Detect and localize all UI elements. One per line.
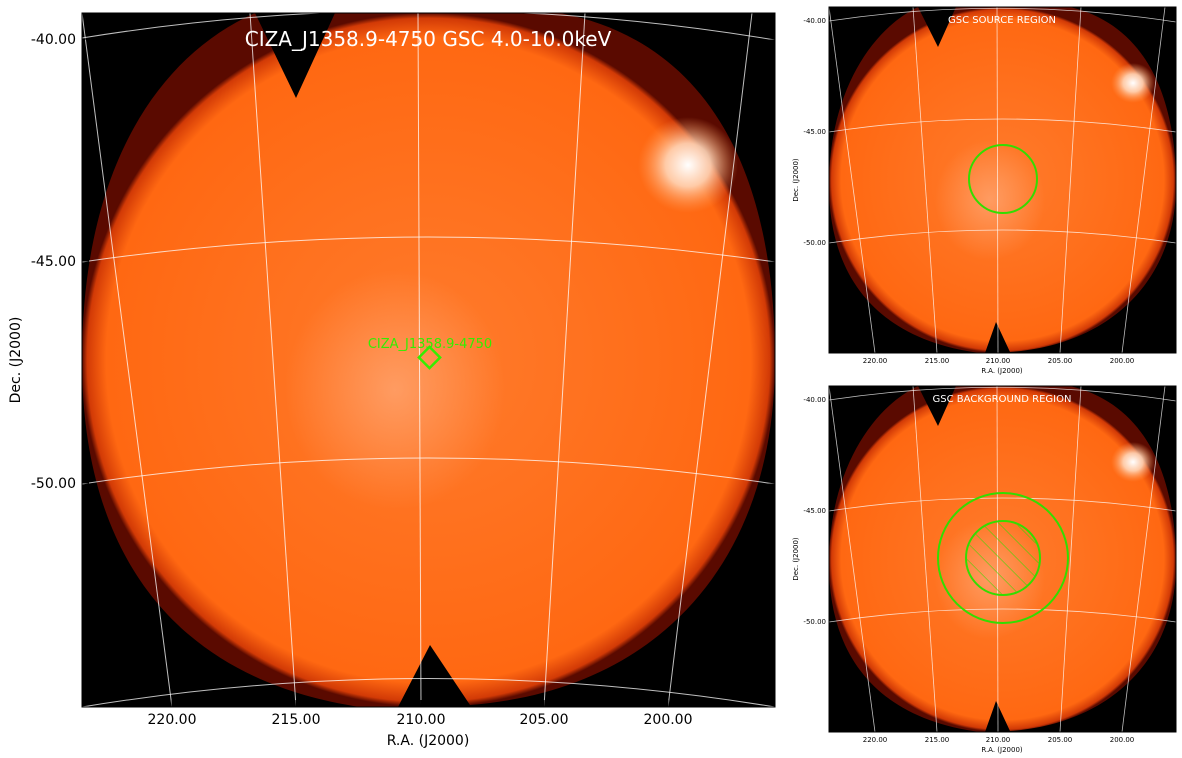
source-ytick-45: -45.00 [803,128,826,136]
background-outer-circle [937,492,1069,624]
background-panel: GSC BACKGROUND REGION 220.00 215.00 210.… [792,385,1177,754]
main-grid-dec-40 [81,10,776,41]
source-coordinate-grid [828,6,1177,354]
background-axes-frame [828,385,1177,733]
main-xlabel: R.A. (J2000) [387,733,470,749]
main-grid-ra-200 [667,12,753,708]
background-xtick-210: 210.00 [986,736,1011,744]
background-xtick-200: 200.00 [1110,736,1135,744]
main-xtick-205: 205.00 [520,712,569,728]
source-xtick-205: 205.00 [1048,357,1073,365]
main-axes-frame [81,12,776,708]
main-grid-dec-45 [81,236,776,263]
source-panel: GSC SOURCE REGION 220.00 215.00 210.00 2… [792,6,1177,375]
background-inner-circle [965,520,1041,596]
main-title: CIZA_J1358.9-4750 GSC 4.0-10.0keV [245,27,612,51]
background-ylabel: Dec. (J2000) [792,537,800,581]
source-axes-frame [828,6,1177,354]
background-ytick-50: -50.00 [803,618,826,626]
background-xtick-220: 220.00 [863,736,888,744]
main-cluster-emission [285,270,505,510]
background-excluded-hatch [967,522,1039,594]
source-ylabel: Dec. (J2000) [792,158,800,202]
main-grid-ra-215 [249,12,297,708]
main-ytick-50: -50.00 [31,476,76,492]
main-bright-source [638,117,738,213]
background-ytick-40: -40.00 [803,396,826,404]
main-xtick-200: 200.00 [644,712,693,728]
main-panel: CIZA_J1358.9-4750 CIZA_J1358.9-4750 GSC … [8,10,776,749]
main-xtick-210: 210.00 [397,712,446,728]
background-xtick-205: 205.00 [1048,736,1073,744]
source-title: GSC SOURCE REGION [948,15,1056,26]
main-source-marker [417,345,442,370]
main-grid-ra-220 [81,12,173,708]
background-ytick-45: -45.00 [803,507,826,515]
main-grid-ra-205 [543,12,586,708]
main-xtick-215: 215.00 [272,712,321,728]
background-xlabel: R.A. (J2000) [981,746,1023,754]
source-xtick-215: 215.00 [925,357,950,365]
main-ytick-40: -40.00 [31,32,76,48]
main-grid-ra-210 [417,12,422,708]
main-ytick-45: -45.00 [31,254,76,270]
main-source-label: CIZA_J1358.9-4750 [368,337,492,352]
background-bright-source [1111,442,1155,482]
source-xtick-210: 210.00 [986,357,1011,365]
main-ylabel: Dec. (J2000) [8,317,24,404]
main-grid-dec-50 [81,457,776,485]
source-region-circle [968,144,1038,214]
main-grid-dec-55 [81,678,776,708]
main-coordinate-grid [81,10,776,708]
source-ytick-50: -50.00 [803,239,826,247]
background-title: GSC BACKGROUND REGION [933,394,1072,405]
main-xtick-220: 220.00 [148,712,197,728]
main-ticks [82,38,775,707]
background-xtick-215: 215.00 [925,736,950,744]
source-xtick-200: 200.00 [1110,357,1135,365]
source-xtick-220: 220.00 [863,357,888,365]
source-ytick-40: -40.00 [803,17,826,25]
source-bright-source [1111,63,1155,103]
source-xlabel: R.A. (J2000) [981,367,1023,375]
